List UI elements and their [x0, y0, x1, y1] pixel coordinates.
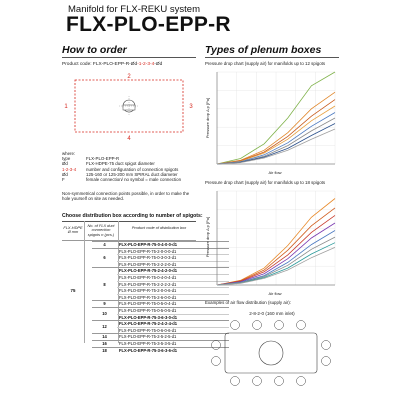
pressure-drop-chart-18: Pressure drop Δ p [Pa] Air flow	[205, 190, 336, 296]
example-inlet	[258, 340, 284, 366]
where-row: type FLX-PLO-EPP-R	[62, 156, 120, 162]
chart1-ylabel: Pressure drop Δ p [Pa]	[205, 98, 210, 138]
col-header-code: Product code of distribution box	[131, 225, 187, 230]
series-line-1	[216, 71, 336, 165]
side-label-4: 4	[127, 136, 131, 142]
example-caption: Examples of air flow distribution (suppl…	[205, 300, 291, 305]
header-subtitle: Manifold for FLX-REKU system	[68, 4, 200, 15]
product-code-example: -1-2-3-4	[137, 62, 155, 67]
table-row: FLX-PLO-EPP-R-75-3-6-3-0-d1	[117, 313, 229, 321]
series-line-8	[216, 247, 336, 286]
side-label-2: 1	[64, 104, 68, 110]
table-row: FLX-PLO-EPP-R-75-0-3-0-3-d1	[117, 254, 229, 262]
where-legend: where: type FLX-PLO-EPP-R Ød FLX-HDPE-75 d…	[62, 151, 198, 182]
series-line-4	[216, 222, 336, 286]
series-line-8	[216, 128, 336, 165]
example-box	[224, 332, 318, 374]
table-row: FLX-PLO-EPP-R-75-2-0-0-6-d1	[117, 287, 229, 295]
section-divider	[62, 57, 196, 58]
box-outline	[74, 79, 184, 133]
table-row: FLX-PLO-EPP-R-75-0-5-0-4-d1	[117, 300, 229, 308]
col-header-spigots: No. of FLX duct connection spigots n (pc…	[87, 223, 115, 237]
series-line-4	[216, 105, 336, 165]
where-row: Ød FLX-HDPE-75 duct spigot diameter	[62, 161, 155, 167]
table-row: FLX-PLO-EPP-R-75-2-2-2-0-d1	[117, 260, 229, 268]
table-row: FLX-PLO-EPP-R-75-0-6-0-6-d1	[117, 326, 229, 334]
side-label-3: 3	[189, 104, 193, 110]
how-to-order-title: How to order	[62, 44, 127, 56]
table-row: FLX-PLO-EPP-R-75-0-5-0-5-d1	[117, 306, 229, 315]
note-text: Non-symmetrical connection points possib…	[62, 191, 190, 202]
where-row: 1-2-3-4 number and configuration of conne…	[62, 166, 179, 172]
side-label-1: 2	[127, 74, 131, 80]
table-row: FLX-PLO-EPP-R-75-3-5-3-5-d1	[117, 339, 229, 347]
table-row: FLX-PLO-EPP-R-75-2-6-0-0-d1	[117, 293, 229, 301]
section-divider	[62, 221, 196, 222]
box-diagram: 2 1 3 4	[64, 74, 193, 142]
chart1-caption: Pressure drop chart (supply air) for man…	[205, 61, 326, 66]
product-code-suffix: -Ød	[154, 62, 163, 67]
table-row: FLX-PLO-EPP-R-75-2-4-2-0-d1	[117, 267, 229, 275]
table-row: FLX-PLO-EPP-R-75-3-6-3-6-d1	[117, 346, 229, 354]
table-row: FLX-PLO-EPP-R-75-2-5-2-5-d1	[117, 333, 229, 341]
page-title: FLX-PLO-EPP-R	[66, 13, 231, 36]
section-divider	[205, 57, 339, 58]
table-row: FLX-PLO-EPP-R-75-2-2-2-2-d1	[117, 280, 229, 288]
product-code-prefix: Product code: FLX-PLO-EPP-R-Ød	[62, 62, 138, 67]
where-label: where:	[62, 151, 76, 156]
hdpe-value: 75	[70, 288, 76, 293]
inlet-spigot	[122, 104, 136, 111]
example-diagram: 2-8-2-0 (160 mm inlet)	[211, 311, 331, 386]
col-header-hdpe: FLX-HDPE Ø mm	[63, 225, 83, 235]
chart2-caption: Pressure drop chart (supply air) for man…	[205, 180, 326, 185]
distribution-title: Choose distribution box according to num…	[62, 213, 203, 219]
pressure-drop-chart-12: Pressure drop Δ p [Pa] Air flow	[205, 71, 336, 175]
series-line-5	[216, 112, 336, 165]
table-row: FLX-PLO-EPP-R-75-0-4-0-0-d1	[117, 241, 229, 249]
series-line-5	[216, 230, 336, 286]
plenum-types-title: Types of plenum boxes	[205, 44, 322, 56]
series-line-2	[216, 91, 336, 165]
product-code-line: Product code: FLX-PLO-EPP-R-Ød-1-2-3-4-Ø…	[62, 62, 162, 67]
where-row: Ød 125-160 or 125-200 mm SPIRAL duct diam…	[62, 171, 178, 177]
series-line-3	[216, 215, 336, 286]
table-row: FLX-PLO-EPP-R-75-2-4-2-4-d1	[117, 320, 229, 328]
table-row: FLX-PLO-EPP-R-75-2-0-0-0-d1	[117, 247, 229, 255]
chart2-ylabel: Pressure drop Δ p [Pa]	[205, 217, 210, 257]
chart2-xlabel: Air flow	[268, 291, 281, 296]
table-row: FLX-PLO-EPP-R-75-0-4-0-4-d1	[117, 273, 229, 282]
example-code: 2-8-2-0 (160 mm inlet)	[249, 311, 295, 316]
chart1-xlabel: Air flow	[268, 170, 281, 175]
series-line-1	[216, 198, 336, 286]
distribution-table: 4 FLX-PLO-EPP-R-75-0-4-0-0-d1 6 FLX-PLO-EP…	[92, 241, 229, 354]
